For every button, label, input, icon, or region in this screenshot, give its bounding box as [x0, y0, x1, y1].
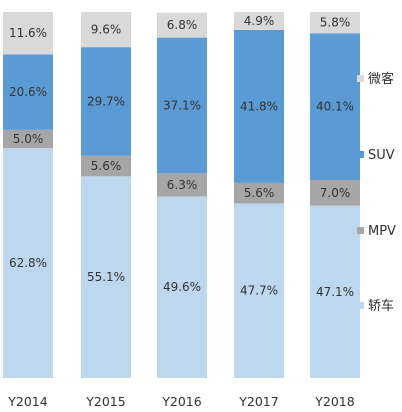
data-label: 62.8% [9, 256, 47, 270]
data-label: 5.6% [244, 186, 275, 200]
data-labels: 62.8% 5.0% 20.6% 11.6% 55.1% 5.6% 29.7% 9.6% 49.… [9, 14, 354, 299]
bar-segment [3, 129, 53, 149]
data-label: 9.6% [91, 23, 122, 37]
x-tick-label: Y2018 [314, 394, 354, 409]
data-label: 7.0% [320, 186, 351, 200]
data-label: 6.8% [167, 18, 198, 32]
data-label: 29.7% [87, 94, 125, 108]
data-label: 40.1% [316, 100, 354, 114]
bar-segment [234, 12, 284, 30]
data-label: 37.1% [163, 99, 201, 113]
bar-segment [81, 47, 131, 156]
x-tick-label: Y2015 [85, 394, 125, 409]
bar-segment [81, 12, 131, 48]
bar-segment [310, 12, 360, 34]
legend: 微客 SUV MPV 轿车 [357, 71, 396, 314]
bar-segment [234, 29, 284, 183]
legend-label: 微客 [368, 71, 394, 87]
legend-swatch [357, 75, 364, 82]
data-label: 47.7% [240, 284, 278, 298]
x-tick-label: Y2017 [238, 394, 278, 409]
bar-segment [81, 176, 131, 378]
x-axis: Y2014 Y2015 Y2016 Y2017 Y2018 [7, 394, 354, 409]
data-label: 41.8% [240, 99, 278, 113]
legend-swatch [357, 151, 364, 158]
data-label: 6.3% [167, 178, 198, 192]
legend-label: SUV [368, 148, 395, 163]
x-tick-label: Y2014 [7, 394, 47, 409]
data-label: 5.6% [91, 159, 122, 173]
data-label: 5.8% [320, 16, 351, 30]
bar-segment [310, 33, 360, 180]
bar-segment [157, 196, 207, 378]
bar-segment [310, 205, 360, 378]
bar-segment [3, 54, 53, 130]
x-tick-label: Y2016 [161, 394, 201, 409]
bar-segment [157, 12, 207, 38]
bar-segment [310, 179, 360, 206]
data-label: 5.0% [13, 132, 44, 146]
bar-segment [81, 155, 131, 177]
bar-segment [3, 148, 53, 378]
legend-label: 轿车 [368, 298, 394, 314]
bar-segment [157, 173, 207, 197]
bar-segment [234, 182, 284, 204]
data-label: 4.9% [244, 14, 275, 28]
plot-area [3, 12, 360, 378]
legend-label: MPV [368, 224, 396, 239]
data-label: 20.6% [9, 85, 47, 99]
bar-segment [157, 37, 207, 174]
bar-segment [234, 203, 284, 378]
data-label: 49.6% [163, 280, 201, 294]
data-label: 55.1% [87, 270, 125, 284]
data-label: 11.6% [9, 26, 47, 40]
legend-swatch [357, 227, 364, 234]
legend-swatch [357, 302, 364, 309]
bar-segment [3, 12, 53, 55]
data-label: 47.1% [316, 285, 354, 299]
